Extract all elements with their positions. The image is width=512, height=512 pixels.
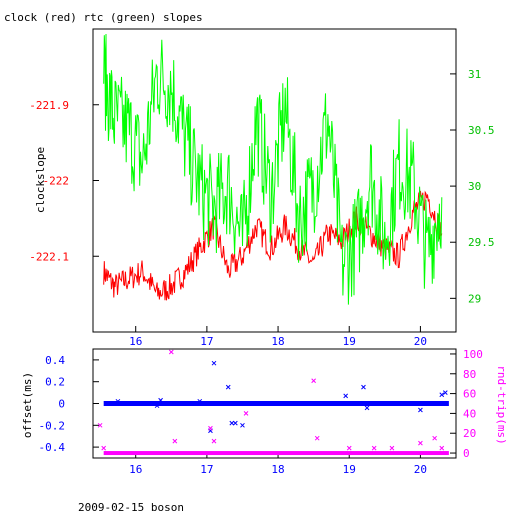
rndtrip-marker [168, 349, 174, 355]
top-x-tick-label: 19 [343, 335, 356, 348]
bottom-right-axis: 100 80 60 40 20 0 [450, 348, 483, 460]
rndtrip-marker [314, 435, 320, 441]
offset-marker [442, 390, 448, 395]
rndtrip-marker [172, 438, 178, 444]
top-x-tick-label: 20 [414, 335, 427, 348]
top-y-axis-label: clockslope [34, 147, 47, 213]
bottom-right-tick-label: 100 [463, 348, 483, 361]
top-right-tick-label: 29.5 [468, 236, 495, 249]
bottom-x-tick-label: 20 [414, 463, 427, 476]
bottom-x-tick-label: 16 [129, 463, 142, 476]
offset-marker [343, 393, 349, 399]
offset-marker [240, 422, 245, 428]
top-left-tick-label: -222 [43, 175, 70, 188]
top-right-tick-label: 30.5 [468, 124, 495, 137]
offset-marker [154, 403, 160, 409]
bottom-right-tick-label: 0 [463, 447, 470, 460]
rndtrip-marker [208, 425, 213, 431]
bottom-x-tick-label: 17 [200, 463, 213, 476]
offset-marker [197, 398, 203, 404]
offset-marker [229, 420, 235, 426]
bottom-x-axis: 16 17 18 19 20 [129, 452, 427, 476]
rndtrip-marker [311, 378, 317, 384]
bottom-left-tick-label: -0.2 [39, 419, 66, 432]
rndtrip-baseline-band [103, 451, 449, 456]
top-x-tick-label: 18 [271, 335, 284, 348]
top-left-tick-label: -222.1 [29, 250, 69, 263]
bottom-right-tick-label: 60 [463, 388, 476, 401]
bottom-right-tick-label: 20 [463, 427, 476, 440]
offset-marker [364, 405, 370, 411]
bottom-left-tick-label: 0.2 [45, 376, 65, 389]
bottom-series-group [97, 349, 449, 456]
rndtrip-marker [101, 445, 107, 451]
offset-marker [439, 392, 445, 398]
offset-marker [418, 407, 423, 413]
rndtrip-marker [371, 445, 377, 451]
rtc-slope-series [103, 33, 443, 305]
top-x-tick-label: 17 [200, 335, 213, 348]
top-x-tick-label: 16 [129, 335, 142, 348]
top-series-group [103, 33, 443, 305]
top-left-tick-label: -221.9 [29, 99, 69, 112]
top-left-axis: -221.9 -222 -222.1 [29, 99, 99, 263]
offset-marker [115, 398, 121, 404]
rndtrip-marker [243, 411, 249, 416]
bottom-left-tick-label: 0 [58, 398, 65, 411]
offset-marker [225, 384, 231, 390]
bottom-left-axis: 0.4 0.2 0 -0.2 -0.4 [39, 354, 99, 454]
bottom-right-tick-label: 80 [463, 368, 476, 381]
rndtrip-marker [211, 438, 217, 444]
footer-caption: 2009-02-15 boson [78, 501, 184, 512]
bottom-x-tick-label: 19 [343, 463, 356, 476]
top-x-axis: 16 17 18 19 20 [129, 326, 427, 348]
rndtrip-marker [97, 422, 103, 428]
offset-marker [211, 360, 217, 366]
bottom-right-tick-label: 40 [463, 407, 476, 420]
top-right-tick-label: 31 [468, 68, 481, 81]
page-title: clock (red) rtc (green) slopes [4, 11, 203, 24]
bottom-x-tick-label: 18 [271, 463, 284, 476]
top-right-axis: 31 30.5 30 29.5 29 [450, 68, 495, 305]
offset-axis-label: offset(ms) [21, 372, 34, 438]
top-right-tick-label: 29 [468, 292, 481, 305]
offset-marker [158, 397, 163, 403]
rndtrip-marker [389, 445, 395, 451]
rndtrip-axis-label: rnd-trip(ms) [495, 365, 508, 444]
rndtrip-marker [432, 435, 438, 441]
rndtrip-marker [346, 445, 352, 451]
offset-marker [361, 384, 366, 390]
bottom-left-tick-label: -0.4 [39, 441, 66, 454]
bottom-left-tick-label: 0.4 [45, 354, 65, 367]
top-right-tick-label: 30 [468, 180, 481, 193]
offset-baseline-band [103, 401, 449, 406]
rndtrip-marker [418, 440, 423, 446]
rndtrip-marker [439, 445, 445, 451]
offset-marker [232, 420, 238, 426]
